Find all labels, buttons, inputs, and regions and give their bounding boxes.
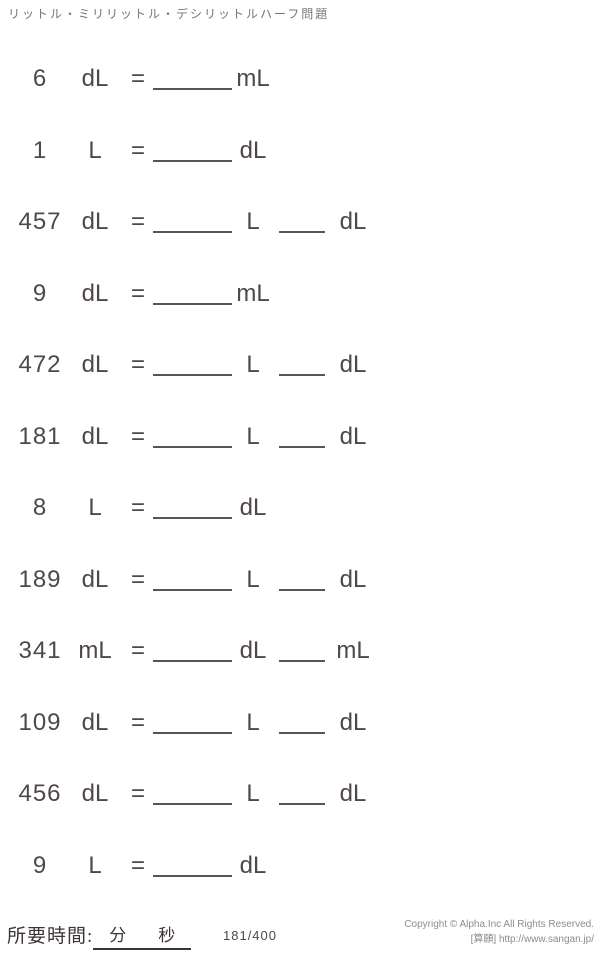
- answer-unit-1: dL: [239, 637, 267, 664]
- problem-row: 8 L = dL: [0, 485, 600, 531]
- time-answer-blank: 分秒: [93, 924, 192, 950]
- time-required-section: 所要時間: 分秒: [7, 924, 192, 950]
- equals-sign: =: [130, 65, 145, 92]
- equals-sign: =: [130, 565, 145, 593]
- equals-sign: =: [130, 279, 145, 307]
- problem-source-unit: dL: [81, 279, 109, 307]
- equals-sign: =: [130, 851, 145, 879]
- problem-value: 456: [18, 780, 62, 807]
- problem-row: 9 L = dL: [0, 843, 600, 889]
- problem-value: 9: [32, 851, 48, 879]
- answer-unit-2: dL: [339, 422, 367, 450]
- problem-source-unit: L: [88, 136, 102, 164]
- answer-blank-1: [153, 199, 232, 233]
- answer-blank-2: [279, 414, 325, 448]
- answer-unit-1: L: [246, 708, 260, 736]
- copyright-line1: Copyright © Alpha.Inc All Rights Reserve…: [404, 919, 594, 930]
- answer-unit-1: mL: [236, 279, 270, 307]
- answer-unit-2: dL: [339, 208, 367, 235]
- equals-sign: =: [130, 422, 145, 450]
- problem-source-unit: dL: [81, 208, 109, 235]
- answer-blank-1: [153, 271, 232, 305]
- problem-value: 9: [32, 279, 48, 307]
- answer-unit-1: L: [246, 208, 260, 235]
- answer-blank-1: [153, 843, 232, 877]
- answer-unit-2: mL: [336, 637, 370, 664]
- answer-blank-1: [153, 628, 232, 662]
- answer-blank-1: [153, 414, 232, 448]
- problem-source-unit: L: [88, 494, 102, 521]
- answer-unit-2: dL: [339, 351, 367, 378]
- equals-sign: =: [130, 208, 145, 235]
- answer-blank-1: [153, 700, 232, 734]
- answer-blank-2: [279, 199, 325, 233]
- time-required-label: 所要時間:: [7, 926, 94, 947]
- page-title: リットル・ミリリットル・デシリットルハーフ問題: [8, 7, 330, 21]
- problem-value: 189: [18, 565, 62, 593]
- problem-source-unit: dL: [81, 422, 109, 450]
- answer-unit-1: L: [246, 565, 260, 593]
- problem-source-unit: dL: [81, 708, 109, 736]
- problem-source-unit: dL: [81, 780, 109, 807]
- answer-unit-1: dL: [239, 136, 267, 164]
- problem-row: 9 dL = mL: [0, 271, 600, 317]
- copyright-line2: [算願] http://www.sangan.jp/: [470, 934, 594, 945]
- page-indicator: 181/400: [223, 928, 277, 943]
- answer-unit-1: dL: [239, 494, 267, 521]
- problem-source-unit: dL: [81, 351, 109, 378]
- equals-sign: =: [130, 780, 145, 807]
- equals-sign: =: [130, 637, 145, 664]
- answer-blank-2: [279, 700, 325, 734]
- problem-value: 341: [18, 637, 62, 664]
- problem-row: 6 dL = mL: [0, 56, 600, 102]
- answer-blank-1: [153, 557, 232, 591]
- copyright-block: Copyright © Alpha.Inc All Rights Reserve…: [404, 917, 594, 947]
- equals-sign: =: [130, 136, 145, 164]
- answer-blank-2: [279, 342, 325, 376]
- problem-row: 1 L = dL: [0, 128, 600, 174]
- answer-unit-2: dL: [339, 708, 367, 736]
- problem-value: 8: [32, 494, 48, 521]
- equals-sign: =: [130, 351, 145, 378]
- problem-row: 341 mL = dL mL: [0, 628, 600, 674]
- answer-unit-1: L: [246, 422, 260, 450]
- seconds-label: 秒: [158, 926, 176, 945]
- answer-blank-2: [279, 771, 325, 805]
- problem-value: 472: [18, 351, 62, 378]
- answer-blank-1: [153, 128, 232, 162]
- answer-unit-1: mL: [236, 65, 270, 92]
- problem-value: 181: [18, 422, 62, 450]
- problem-value: 457: [18, 208, 62, 235]
- equals-sign: =: [130, 708, 145, 736]
- answer-blank-1: [153, 56, 232, 90]
- answer-unit-1: dL: [239, 851, 267, 879]
- answer-unit-1: L: [246, 351, 260, 378]
- answer-blank-1: [153, 485, 232, 519]
- answer-blank-2: [279, 557, 325, 591]
- problem-value: 6: [32, 65, 48, 92]
- problem-source-unit: dL: [81, 565, 109, 593]
- answer-unit-2: dL: [339, 780, 367, 807]
- answer-unit-2: dL: [339, 565, 367, 593]
- problem-source-unit: dL: [81, 65, 109, 92]
- answer-unit-1: L: [246, 780, 260, 807]
- problem-value: 109: [18, 708, 62, 736]
- answer-blank-1: [153, 771, 232, 805]
- answer-blank-2: [279, 628, 325, 662]
- minutes-label: 分: [109, 926, 127, 945]
- equals-sign: =: [130, 494, 145, 521]
- problem-source-unit: mL: [78, 637, 112, 664]
- problem-source-unit: L: [88, 851, 102, 879]
- problem-value: 1: [32, 136, 48, 164]
- answer-blank-1: [153, 342, 232, 376]
